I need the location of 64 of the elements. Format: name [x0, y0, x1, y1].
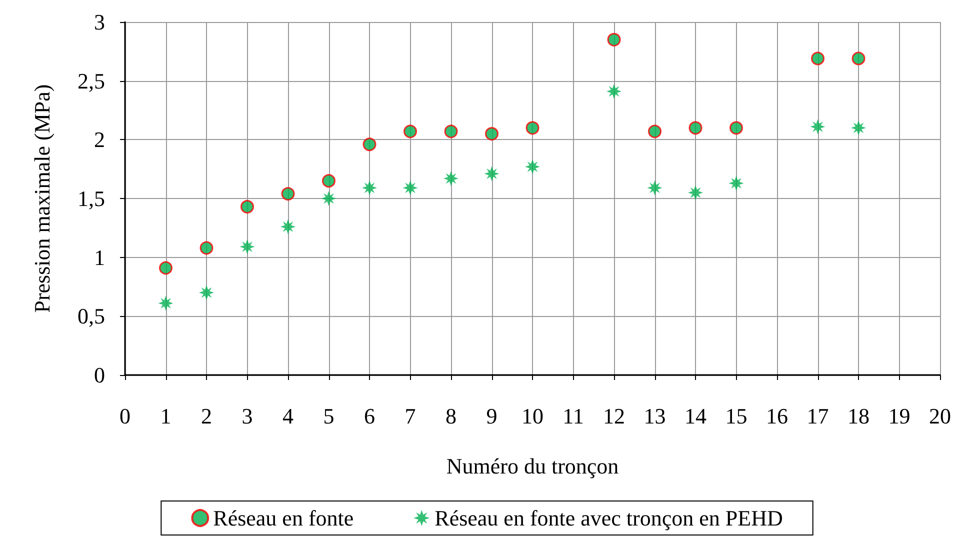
point [810, 119, 826, 134]
y-tick-label: 0 [94, 362, 105, 388]
point [647, 180, 662, 196]
point [240, 239, 255, 254]
point [199, 285, 214, 300]
point [730, 121, 743, 135]
legend-label: Réseau en fonte avec tronçon en PEHD [434, 506, 783, 530]
point [362, 180, 377, 196]
y-tick-label: 0,5 [78, 304, 105, 329]
x-tick-label: 16 [766, 404, 788, 428]
point [280, 219, 296, 234]
x-tick-label: 1 [160, 404, 172, 428]
point [200, 241, 214, 255]
point [402, 180, 418, 196]
point [281, 187, 295, 201]
x-tick-label: 11 [562, 404, 584, 428]
x-tick-label: 7 [404, 404, 416, 428]
x-tick-label: 5 [323, 404, 334, 428]
x-tick-label: 3 [242, 404, 253, 428]
point [852, 52, 866, 66]
x-tick-label: 13 [644, 404, 666, 428]
point [444, 124, 458, 138]
point [688, 121, 702, 135]
x-tick-label: 0 [120, 404, 130, 428]
x-tick-label: 18 [848, 404, 870, 428]
point [240, 200, 254, 214]
point [485, 127, 498, 141]
y-tick-label: 1 [94, 244, 105, 270]
point [484, 166, 500, 182]
point [526, 121, 540, 135]
x-tick-label: 15 [725, 404, 748, 428]
x-axis-title: Numéro du tronçon [446, 454, 619, 478]
point [158, 296, 174, 311]
x-tick-label: 20 [929, 404, 951, 428]
point [159, 261, 172, 275]
point [321, 191, 336, 206]
point [322, 174, 336, 188]
point [648, 124, 662, 138]
x-tick-label: 14 [684, 404, 706, 428]
y-tick-label: 1,5 [78, 186, 105, 211]
point [851, 120, 866, 136]
y-tick-label: 2,5 [78, 68, 105, 94]
point [688, 185, 703, 200]
y-tick-label: 3 [94, 10, 105, 34]
x-tick-label: 6 [364, 404, 375, 428]
point [728, 176, 744, 191]
point [811, 52, 824, 66]
y-tick-label: 2 [94, 127, 105, 152]
x-tick-label: 10 [522, 404, 544, 428]
point [525, 159, 540, 174]
legend-label: Réseau en fonte [213, 506, 354, 530]
x-tick-label: 8 [446, 404, 456, 428]
x-tick-label: 9 [486, 404, 498, 428]
point [444, 170, 458, 186]
point [606, 84, 622, 99]
x-tick-label: 17 [806, 404, 829, 428]
x-tick-label: 19 [888, 404, 910, 428]
x-tick-label: 4 [282, 404, 294, 428]
point [404, 124, 417, 138]
point [362, 138, 376, 152]
point [607, 32, 621, 46]
y-axis-title: Pression maximale (MPa) [30, 84, 54, 313]
x-tick-label: 2 [201, 404, 212, 428]
x-tick-label: 12 [603, 404, 625, 428]
